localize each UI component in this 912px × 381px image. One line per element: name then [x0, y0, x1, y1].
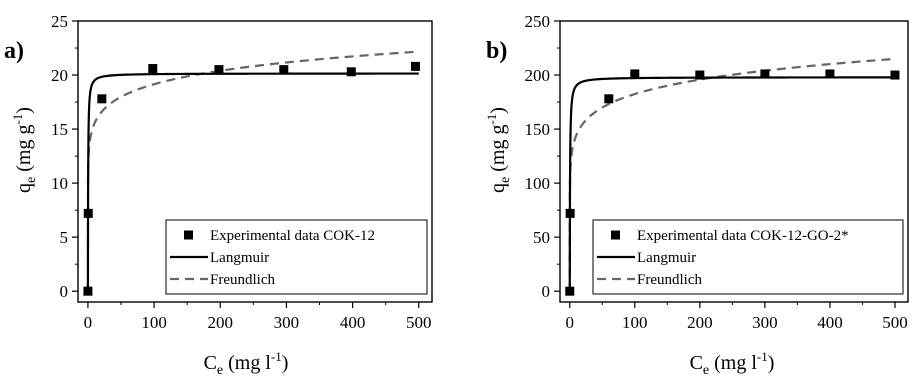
y-axis-title-a: qe (mg g-1): [10, 107, 39, 193]
data-point: [890, 70, 900, 80]
plot-frame: [77, 20, 433, 303]
plot-area-b: 0 100 200 300 400 500 0 50 100 150 200 250 Experimen…: [525, 12, 909, 332]
legend-marker: [611, 230, 620, 240]
x-tick-label: 100: [141, 313, 167, 332]
panel-b-label: b): [486, 38, 507, 64]
y-axis-title-b: qe (mg g-1): [484, 107, 513, 193]
plot-frame: [559, 20, 909, 303]
x-tick-label: 400: [817, 313, 843, 332]
svg-text:qe (mg g-1): qe (mg g-1): [10, 107, 39, 193]
x-tick-label: 300: [752, 313, 778, 332]
y-tick-label: 250: [525, 12, 551, 31]
legend-marker: [184, 230, 193, 240]
x-tick-label: 500: [882, 313, 908, 332]
x-tick-label: 0: [566, 313, 575, 332]
legend-box: [592, 219, 904, 295]
data-point: [410, 61, 420, 71]
legend-box: [165, 219, 428, 295]
x-tick-label: 300: [274, 313, 300, 332]
x-tick-label: 500: [406, 313, 432, 332]
legend-label: Experimental data COK-12: [210, 228, 375, 244]
legend-label: Langmuir: [637, 250, 696, 266]
data-point: [630, 69, 640, 79]
data-point: [279, 65, 289, 75]
data-point: [148, 64, 158, 74]
data-point: [97, 94, 107, 104]
data-point: [565, 286, 575, 296]
x-tick-label: 0: [84, 313, 93, 332]
y-tick-label: 100: [525, 174, 551, 193]
y-tick-label: 0: [60, 282, 69, 301]
y-tick-label: 10: [51, 174, 68, 193]
plot-area-a: 0 100 200 300 400 500 0 5 10 15 20 25 Experimental d…: [51, 12, 433, 332]
panel-a-label: a): [4, 38, 24, 64]
svg-text:Ce (mg l-1): Ce (mg l-1): [690, 349, 775, 378]
legend-label: Langmuir: [210, 250, 269, 266]
data-point: [760, 69, 770, 79]
freundlich-curve: [86, 50, 419, 292]
x-axis-title-b: Ce (mg l-1): [690, 349, 775, 378]
data-point: [214, 65, 224, 75]
x-axis-title-a: Ce (mg l-1): [204, 349, 289, 378]
y-tick-label: 15: [51, 120, 68, 139]
y-tick-label: 25: [51, 12, 68, 31]
langmuir-curve: [86, 72, 419, 292]
svg-text:qe (mg g-1): qe (mg g-1): [484, 107, 513, 193]
legend-label: Freundlich: [637, 272, 702, 288]
data-point: [825, 69, 835, 79]
data-point: [346, 67, 356, 77]
x-tick-label: 400: [340, 313, 366, 332]
x-tick-label: 100: [622, 313, 648, 332]
y-tick-label: 20: [51, 66, 68, 85]
data-point: [83, 208, 93, 218]
legend-label: Experimental data COK-12-GO-2*: [637, 228, 849, 244]
panel-a: a) 0 100 200 300 400 500 0 5 10 15 20 25 Experimenta…: [4, 12, 433, 378]
y-tick-label: 50: [533, 228, 550, 247]
data-point: [565, 208, 575, 218]
data-point: [604, 94, 614, 104]
y-tick-label: 150: [525, 120, 551, 139]
x-tick-label: 200: [687, 313, 713, 332]
x-tick-label: 200: [208, 313, 234, 332]
panel-b: b) 0 100 200 300 400 500 0 50 100 150 200 250 Experi…: [484, 12, 909, 378]
svg-text:Ce (mg l-1): Ce (mg l-1): [204, 349, 289, 378]
y-tick-label: 5: [60, 228, 69, 247]
y-tick-label: 0: [542, 282, 551, 301]
freundlich-curve: [568, 57, 896, 292]
legend-label: Freundlich: [210, 272, 275, 288]
data-point: [695, 70, 705, 80]
y-tick-label: 200: [525, 66, 551, 85]
data-point: [83, 286, 93, 296]
